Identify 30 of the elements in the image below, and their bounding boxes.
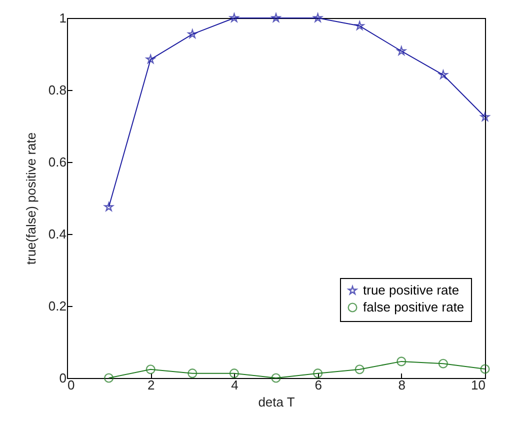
y-tick-label: 0.6	[48, 154, 66, 170]
x-axis-title: deta T	[258, 394, 295, 410]
y-tick-label: 0.8	[48, 82, 66, 98]
y-tick-label: 0.4	[48, 226, 66, 242]
point	[396, 356, 406, 366]
x-tick-label: 8	[398, 378, 406, 392]
point	[104, 202, 114, 211]
x-tick-label: 2	[147, 378, 155, 392]
y-tick-label: 1	[59, 10, 66, 26]
x-tick-label: 10	[471, 378, 486, 392]
legend-label: true positive rate	[363, 282, 460, 298]
point	[480, 364, 490, 374]
point	[188, 29, 197, 38]
point	[230, 13, 239, 22]
point	[271, 373, 281, 383]
point	[313, 368, 323, 378]
x-tick-label: 4	[231, 378, 238, 392]
legend-label: false positive rate	[363, 300, 464, 314]
y-axis-title: true(false) positive rate	[23, 132, 38, 265]
point	[188, 368, 198, 378]
point	[480, 112, 490, 121]
point	[313, 13, 322, 22]
point	[354, 364, 364, 374]
x-tick-label: 6	[314, 378, 322, 392]
point	[146, 364, 156, 374]
point	[438, 358, 448, 368]
point	[271, 13, 281, 22]
point	[104, 373, 114, 383]
point	[229, 368, 239, 378]
y-tick-label: 0.2	[48, 298, 66, 314]
